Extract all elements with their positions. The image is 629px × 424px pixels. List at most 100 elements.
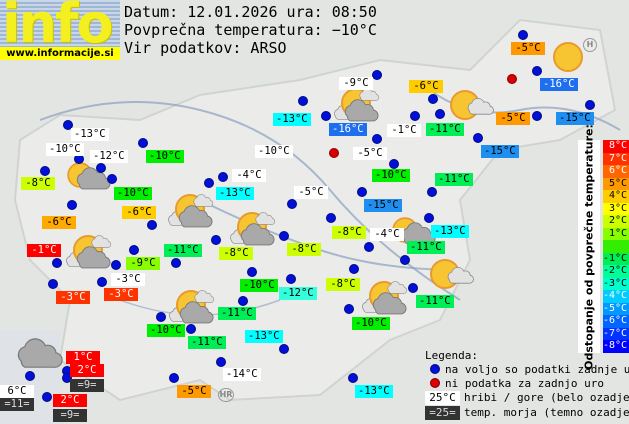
station-dot-no-data[interactable] bbox=[329, 148, 339, 158]
scale-step: -1°C bbox=[603, 252, 629, 265]
legend-title: Legenda: bbox=[425, 349, 478, 362]
station-dot[interactable] bbox=[357, 187, 367, 197]
station-dot[interactable] bbox=[348, 373, 358, 383]
scale-step: 8°C bbox=[603, 140, 629, 153]
station-temperature-label: -9°C bbox=[126, 257, 160, 270]
station-temperature-label: -8°C bbox=[326, 278, 360, 291]
legend-blue-dot: na voljo so podatki zadnje ure bbox=[430, 363, 629, 377]
station-dot[interactable] bbox=[326, 213, 336, 223]
station-dot[interactable] bbox=[427, 187, 437, 197]
sun-cloud-icon bbox=[430, 259, 474, 289]
station-temperature-label: -5°C bbox=[496, 112, 530, 125]
station-dot[interactable] bbox=[247, 267, 257, 277]
station-temperature-label: -10°C bbox=[372, 169, 410, 182]
station-dot[interactable] bbox=[364, 242, 374, 252]
station-temperature-label: -15°C bbox=[364, 199, 402, 212]
hill-sample: 25°C bbox=[425, 391, 460, 405]
station-dot[interactable] bbox=[287, 199, 297, 209]
station-dot[interactable] bbox=[216, 357, 226, 367]
station-dot[interactable] bbox=[518, 30, 528, 40]
scale-title: Odstopanje od povprečne temperature: bbox=[578, 124, 600, 369]
station-dot[interactable] bbox=[96, 163, 106, 173]
logo[interactable]: info www.informacije.si bbox=[0, 0, 120, 60]
station-dot[interactable] bbox=[129, 245, 139, 255]
station-dot[interactable] bbox=[40, 166, 50, 176]
station-temperature-label: -11°C bbox=[426, 123, 464, 136]
station-dot[interactable] bbox=[211, 235, 221, 245]
station-dot[interactable] bbox=[42, 392, 52, 402]
station-temperature-label: -3°C bbox=[111, 273, 145, 286]
station-temperature-label: -10°C bbox=[255, 145, 293, 158]
deviation-color-scale: 8°C 7°C 6°C 5°C 4°C 3°C 2°C 1°C -1°C -2°C -3°C -4°C… bbox=[603, 140, 629, 353]
station-dot[interactable] bbox=[428, 94, 438, 104]
station-dot[interactable] bbox=[238, 296, 248, 306]
station-temperature-label: -5°C bbox=[294, 186, 328, 199]
station-dot[interactable] bbox=[52, 258, 62, 268]
station-temperature-label: -6°C bbox=[122, 206, 156, 219]
station-temperature-label: -6°C bbox=[409, 80, 443, 93]
scale-title-text: Odstopanje od povprečne temperature: bbox=[582, 123, 596, 370]
station-dot[interactable] bbox=[321, 111, 331, 121]
station-dot[interactable] bbox=[344, 304, 354, 314]
station-dot[interactable] bbox=[532, 111, 542, 121]
station-dot[interactable] bbox=[410, 111, 420, 121]
sea-temperature-label: =9= bbox=[53, 409, 87, 422]
station-dot[interactable] bbox=[107, 174, 117, 184]
station-dot[interactable] bbox=[473, 133, 483, 143]
station-dot[interactable] bbox=[156, 312, 166, 322]
station-dot[interactable] bbox=[63, 120, 73, 130]
station-temperature-label: -8°C bbox=[332, 226, 366, 239]
station-dot[interactable] bbox=[171, 258, 181, 268]
station-temperature-label: -12°C bbox=[279, 287, 317, 300]
station-dot[interactable] bbox=[585, 100, 595, 110]
station-dot[interactable] bbox=[372, 134, 382, 144]
station-dot[interactable] bbox=[62, 373, 72, 383]
red-dot-icon bbox=[430, 378, 440, 388]
station-dot[interactable] bbox=[147, 220, 157, 230]
station-temperature-label: -8°C bbox=[287, 243, 321, 256]
station-dot[interactable] bbox=[349, 264, 359, 274]
station-dot[interactable] bbox=[111, 260, 121, 270]
station-dot[interactable] bbox=[424, 213, 434, 223]
station-temperature-label: -5°C bbox=[353, 147, 387, 160]
station-temperature-label: -13°C bbox=[431, 225, 469, 238]
scale-step: 3°C bbox=[603, 202, 629, 215]
station-dot[interactable] bbox=[435, 109, 445, 119]
station-dot[interactable] bbox=[389, 159, 399, 169]
sun-cloud-icon bbox=[169, 290, 215, 324]
scale-step: 6°C bbox=[603, 165, 629, 178]
station-dot[interactable] bbox=[400, 255, 410, 265]
station-dot[interactable] bbox=[532, 66, 542, 76]
scale-step: -4°C bbox=[603, 290, 629, 303]
station-dot-no-data[interactable] bbox=[507, 74, 517, 84]
station-temperature-label: -13°C bbox=[355, 385, 393, 398]
sun-cloud-icon bbox=[362, 281, 408, 315]
station-dot[interactable] bbox=[138, 138, 148, 148]
station-dot[interactable] bbox=[186, 324, 196, 334]
station-temperature-label: 1°C bbox=[66, 351, 100, 364]
station-temperature-label: -15°C bbox=[556, 112, 594, 125]
logo-url-link[interactable]: www.informacije.si bbox=[0, 47, 120, 60]
station-dot[interactable] bbox=[286, 274, 296, 284]
station-dot[interactable] bbox=[169, 373, 179, 383]
station-dot[interactable] bbox=[372, 70, 382, 80]
date-time: Datum: 12.01.2026 ura: 08:50 bbox=[124, 3, 377, 21]
croatia-marker: HR bbox=[218, 388, 234, 402]
blue-dot-icon bbox=[430, 364, 440, 374]
station-dot[interactable] bbox=[97, 277, 107, 287]
station-dot[interactable] bbox=[67, 200, 77, 210]
station-dot[interactable] bbox=[279, 231, 289, 241]
station-dot[interactable] bbox=[408, 283, 418, 293]
station-dot[interactable] bbox=[48, 279, 58, 289]
station-dot[interactable] bbox=[204, 178, 214, 188]
legend-sea: =25= temp. morja (temno ozadje) bbox=[425, 406, 629, 420]
station-temperature-label: -10°C bbox=[46, 143, 84, 156]
station-temperature-label: -11°C bbox=[188, 336, 226, 349]
station-dot[interactable] bbox=[279, 344, 289, 354]
station-temperature-label: -12°C bbox=[90, 150, 128, 163]
station-dot[interactable] bbox=[218, 172, 228, 182]
station-dot[interactable] bbox=[25, 371, 35, 381]
sea-temperature-label: =11= bbox=[0, 398, 34, 411]
scale-step: -2°C bbox=[603, 265, 629, 278]
station-dot[interactable] bbox=[298, 96, 308, 106]
